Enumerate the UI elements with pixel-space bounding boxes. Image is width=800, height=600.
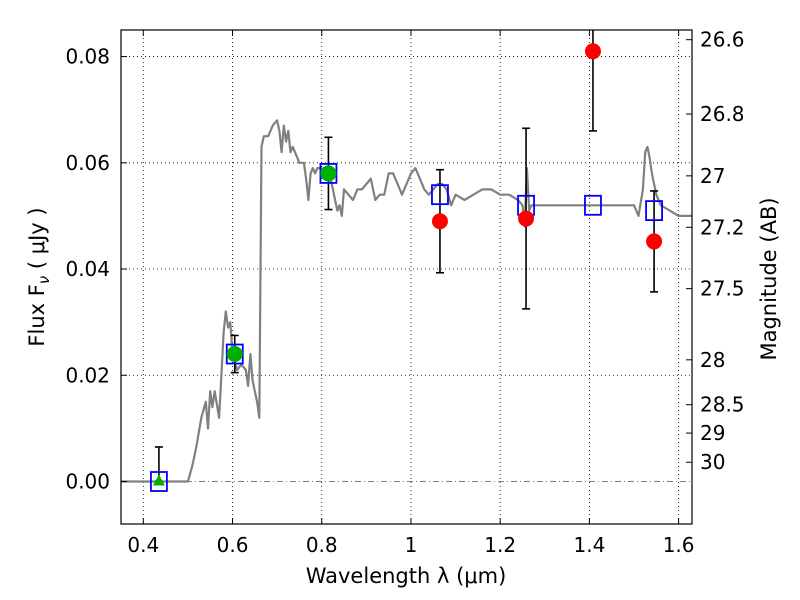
- y2-tick-label: 28: [700, 348, 725, 372]
- axis-ticks: [121, 30, 692, 524]
- x-tick-label: 0.4: [127, 533, 159, 557]
- y-axis-title-main: Flux F: [25, 284, 49, 346]
- y2-tick-label: 26.6: [700, 28, 745, 52]
- y2-tick-label: 27.2: [700, 215, 745, 239]
- spectrum-line: [121, 119, 692, 483]
- synthetic-flux-square: [584, 194, 602, 216]
- y-axis-title: Flux Fν ( μJy ): [25, 207, 53, 346]
- x-tick-label: 1.2: [484, 533, 516, 557]
- x-tick-labels: 0.4 0.6 0.8 1 1.2 1.4 1.6: [127, 533, 694, 557]
- x-axis-title: Wavelength λ (μm): [306, 564, 507, 588]
- x-tick-label: 0.8: [306, 533, 338, 557]
- synthetic-flux-square: [150, 471, 168, 492]
- observed-flux-green-circle: [320, 165, 337, 182]
- y2-tick-label: 27: [700, 164, 725, 188]
- x-tick-label: 0.6: [217, 533, 249, 557]
- observed-flux-red-circle: [584, 43, 601, 60]
- y2-axis-title: Magnitude (AB): [757, 197, 781, 360]
- y2-tick-label: 26.8: [700, 102, 745, 126]
- y2-tick-label: 27.5: [700, 277, 745, 301]
- y-axis-title-unit: ( μJy ): [25, 207, 49, 275]
- y-tick-label: 0.00: [65, 470, 110, 494]
- model-spectrum: [121, 119, 692, 483]
- plot-frame: [120, 29, 693, 525]
- observed-flux-red-circle: [431, 213, 448, 230]
- y2-tick-labels: 26.6 26.8 27 27.2 27.5 28 28.5 29 30: [700, 28, 745, 475]
- synthetic-flux-square: [431, 184, 449, 206]
- observed-flux-green-circle: [226, 346, 243, 363]
- y-tick-label: 0.06: [65, 151, 110, 175]
- y-tick-labels: 0.00 0.02 0.04 0.06 0.08: [65, 45, 110, 494]
- upper-limit-green-triangle: [152, 474, 165, 486]
- observed-flux-red-circle: [646, 233, 663, 250]
- y-tick-label: 0.08: [65, 45, 110, 69]
- x-tick-label: 1.6: [663, 533, 695, 557]
- plot-background: [121, 30, 692, 524]
- y-axis-title-subscript: ν: [35, 276, 53, 284]
- y2-tick-label: 28.5: [700, 393, 745, 417]
- x-tick-label: 1: [405, 533, 418, 557]
- data-markers: [150, 43, 663, 492]
- y2-tick-label: 29: [700, 421, 725, 445]
- observed-flux-red-circle: [518, 210, 535, 227]
- synthetic-flux-square: [645, 200, 663, 222]
- y-tick-label: 0.02: [65, 363, 110, 387]
- y2-tick-label: 30: [700, 450, 725, 474]
- y-tick-label: 0.04: [65, 257, 110, 281]
- x-tick-label: 1.4: [573, 533, 605, 557]
